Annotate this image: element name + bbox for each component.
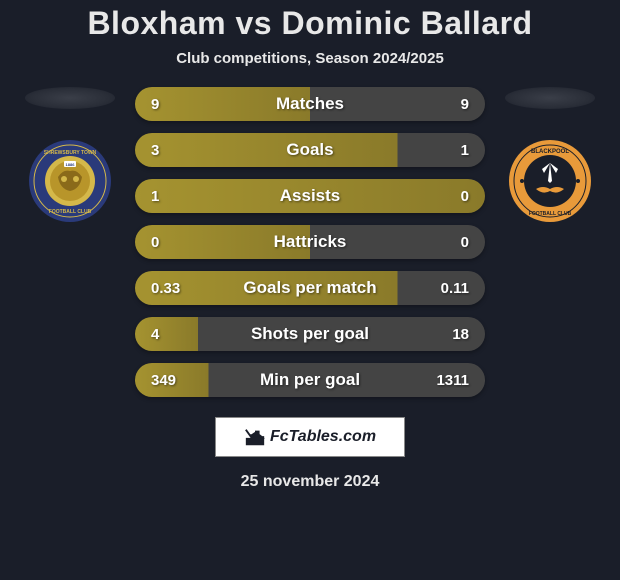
site-logo[interactable]: FcTables.com — [215, 417, 405, 457]
stat-bar: 4 Shots per goal 18 — [135, 317, 485, 351]
stat-bar: 9 Matches 9 — [135, 87, 485, 121]
right-club-crest: BLACKPOOL FOOTBALL CLUB — [508, 139, 592, 223]
stat-left-value: 349 — [151, 372, 191, 389]
svg-text:1886: 1886 — [66, 162, 76, 167]
stat-bar: 3 Goals 1 — [135, 133, 485, 167]
stat-bar: 1 Assists 0 — [135, 179, 485, 213]
left-club-crest: SHREWSBURY TOWN FOOTBALL CLUB 1886 — [28, 139, 112, 223]
stat-left-value: 4 — [151, 326, 191, 343]
stat-right-value: 0.11 — [429, 280, 469, 297]
stat-bar: 349 Min per goal 1311 — [135, 363, 485, 397]
shrewsbury-crest-icon: SHREWSBURY TOWN FOOTBALL CLUB 1886 — [28, 139, 112, 223]
svg-text:FOOTBALL CLUB: FOOTBALL CLUB — [49, 209, 92, 215]
stat-label: Shots per goal — [251, 324, 369, 344]
stats-column: 9 Matches 9 3 Goals 1 1 Assists 0 0 Hattricks 0 0.33… — [135, 87, 485, 397]
stat-label: Assists — [280, 186, 340, 206]
stat-right-value: 18 — [429, 326, 469, 343]
stat-left-value: 9 — [151, 96, 191, 113]
left-shadow — [25, 87, 115, 109]
stat-left-value: 3 — [151, 142, 191, 159]
stat-right-value: 9 — [429, 96, 469, 113]
chart-icon — [244, 426, 266, 448]
svg-text:FOOTBALL CLUB: FOOTBALL CLUB — [529, 211, 572, 217]
snapshot-date: 25 november 2024 — [241, 473, 380, 491]
blackpool-crest-icon: BLACKPOOL FOOTBALL CLUB — [508, 139, 592, 223]
stat-label: Hattricks — [274, 232, 347, 252]
stat-label: Min per goal — [260, 370, 360, 390]
stat-right-value: 0 — [429, 188, 469, 205]
stat-right-value: 0 — [429, 234, 469, 251]
subtitle: Club competitions, Season 2024/2025 — [176, 50, 444, 67]
site-logo-text: FcTables.com — [270, 428, 376, 446]
stat-bar: 0 Hattricks 0 — [135, 225, 485, 259]
stat-label: Goals per match — [243, 278, 376, 298]
stat-left-value: 0 — [151, 234, 191, 251]
svg-text:BLACKPOOL: BLACKPOOL — [531, 149, 569, 155]
left-crest-column: SHREWSBURY TOWN FOOTBALL CLUB 1886 — [20, 87, 120, 223]
svg-text:SHREWSBURY TOWN: SHREWSBURY TOWN — [44, 150, 97, 156]
stat-right-value: 1 — [429, 142, 469, 159]
stat-left-value: 0.33 — [151, 280, 191, 297]
stat-label: Goals — [286, 140, 333, 160]
right-crest-column: BLACKPOOL FOOTBALL CLUB — [500, 87, 600, 223]
comparison-area: SHREWSBURY TOWN FOOTBALL CLUB 1886 9 Matc… — [0, 87, 620, 397]
stat-right-value: 1311 — [429, 372, 469, 389]
stat-left-value: 1 — [151, 188, 191, 205]
page-title: Bloxham vs Dominic Ballard — [87, 5, 532, 42]
right-shadow — [505, 87, 595, 109]
stat-bar: 0.33 Goals per match 0.11 — [135, 271, 485, 305]
stat-label: Matches — [276, 94, 344, 114]
